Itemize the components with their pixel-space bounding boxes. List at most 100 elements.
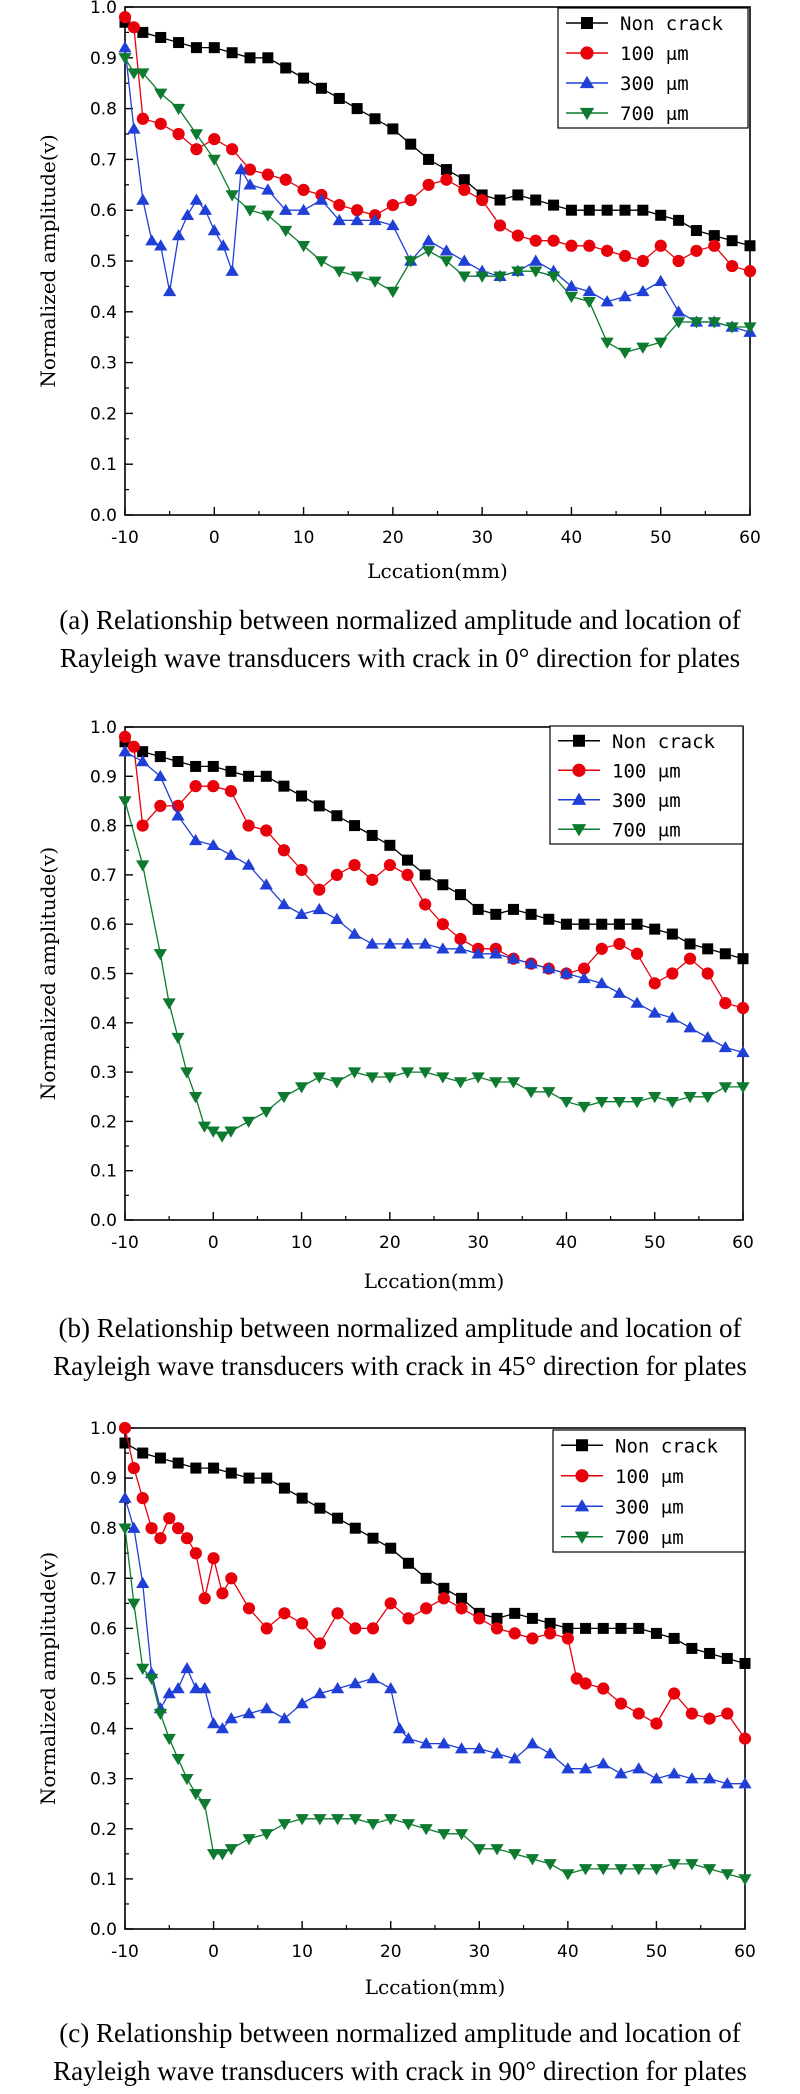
x-tick-label: 30 xyxy=(471,528,493,548)
data-point xyxy=(172,1522,185,1535)
y-tick-label: 0.4 xyxy=(90,303,117,323)
legend-label: Non crack xyxy=(620,13,724,35)
data-point xyxy=(418,1067,432,1079)
data-point xyxy=(544,1627,557,1640)
data-point xyxy=(630,1096,644,1109)
x-tick-label: 50 xyxy=(646,1942,668,1962)
data-point xyxy=(180,1773,194,1786)
data-point xyxy=(366,873,379,886)
y-tick-label: 0.7 xyxy=(90,1569,117,1589)
data-point xyxy=(366,1622,380,1635)
data-point xyxy=(296,203,311,215)
x-axis-title: Lccation(mm) xyxy=(364,1269,505,1293)
data-point xyxy=(154,1532,167,1545)
data-point xyxy=(262,52,274,64)
y-axis-title: Normalized amplitude(v) xyxy=(36,847,60,1100)
data-point xyxy=(613,918,625,930)
data-point xyxy=(242,858,256,870)
data-point xyxy=(367,1532,379,1544)
data-point xyxy=(421,246,436,258)
data-point xyxy=(577,971,591,984)
data-point xyxy=(333,199,346,212)
data-point xyxy=(437,879,449,891)
data-point xyxy=(384,839,396,851)
data-point xyxy=(365,937,379,949)
legend-marker xyxy=(575,1469,589,1483)
data-point xyxy=(632,1707,645,1720)
data-point xyxy=(561,1632,574,1645)
data-point xyxy=(118,796,132,808)
data-point xyxy=(118,41,132,53)
data-point xyxy=(154,799,167,812)
data-point xyxy=(667,1859,681,1871)
data-point xyxy=(615,1622,627,1634)
data-point xyxy=(683,952,697,965)
data-point xyxy=(171,229,186,241)
data-point xyxy=(565,204,577,216)
data-point xyxy=(493,271,507,283)
series-3 xyxy=(118,796,750,1143)
data-point xyxy=(668,1687,681,1700)
data-point xyxy=(347,927,362,939)
data-point xyxy=(440,173,453,186)
data-point xyxy=(136,819,149,832)
x-tick-label: 60 xyxy=(739,528,761,548)
data-point xyxy=(577,962,591,975)
data-point xyxy=(296,1492,308,1504)
data-point xyxy=(296,1617,309,1630)
data-point xyxy=(654,274,668,287)
data-point xyxy=(526,1632,539,1645)
data-point xyxy=(224,1126,238,1138)
data-point xyxy=(689,317,704,329)
data-point xyxy=(630,996,644,1008)
data-point xyxy=(701,1031,715,1043)
data-point xyxy=(524,1087,538,1099)
y-tick-label: 0.5 xyxy=(90,965,117,985)
data-point xyxy=(419,1737,433,1749)
data-point xyxy=(171,809,185,821)
legend-marker xyxy=(576,1439,588,1452)
data-point xyxy=(190,1462,202,1474)
data-point xyxy=(665,1096,679,1109)
caption-b-line-1: (b) Relationship between normalized ampl… xyxy=(58,1313,742,1343)
data-point xyxy=(207,760,219,772)
data-point xyxy=(650,1717,663,1730)
legend-label: 300 μm xyxy=(612,790,681,812)
y-axis-title: Normalized amplitude(v) xyxy=(36,134,60,387)
data-point xyxy=(655,209,667,221)
data-point xyxy=(600,337,614,349)
data-point xyxy=(260,1622,273,1635)
data-point xyxy=(314,1502,326,1514)
data-point xyxy=(383,858,396,872)
data-point xyxy=(384,1597,397,1610)
data-point xyxy=(570,1672,583,1685)
x-tick-label: 20 xyxy=(382,528,404,548)
data-point xyxy=(423,153,435,165)
data-point xyxy=(702,1864,717,1876)
x-tick-label: 60 xyxy=(734,1942,756,1962)
data-point xyxy=(400,937,415,949)
data-point xyxy=(225,1467,237,1479)
data-point xyxy=(524,957,538,969)
data-point xyxy=(349,1622,362,1635)
data-point xyxy=(383,937,397,949)
data-point xyxy=(401,1732,416,1744)
data-point xyxy=(295,1814,309,1826)
data-point xyxy=(613,937,626,951)
data-point xyxy=(632,1864,646,1876)
data-point xyxy=(384,1814,398,1826)
data-point xyxy=(596,1864,610,1876)
data-point xyxy=(422,178,435,191)
x-tick-label: 60 xyxy=(732,1233,754,1253)
data-point xyxy=(207,154,221,166)
data-point xyxy=(172,127,185,141)
data-point xyxy=(127,740,140,753)
data-point xyxy=(530,194,542,206)
legend-marker xyxy=(581,17,593,29)
data-point xyxy=(215,1849,230,1861)
y-tick-label: 0.5 xyxy=(90,1670,117,1690)
data-point xyxy=(473,1612,486,1625)
y-tick-label: 1.0 xyxy=(90,1419,117,1439)
data-point xyxy=(127,1521,141,1533)
data-point xyxy=(577,1101,591,1114)
